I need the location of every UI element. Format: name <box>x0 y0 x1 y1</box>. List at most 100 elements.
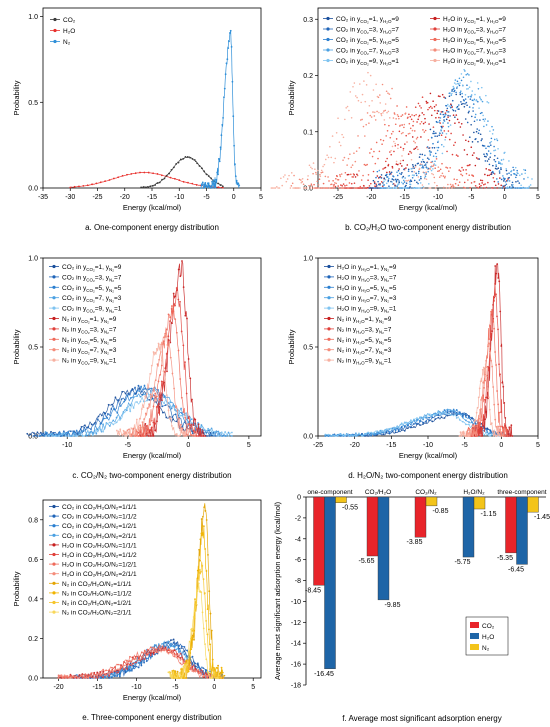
panel-f-bar-H₂O <box>377 496 390 601</box>
panel-a-n2-point <box>201 181 204 184</box>
panel-b-h2o-0-point <box>376 175 379 177</box>
panel-a-n2-point <box>230 45 233 48</box>
panel-b-h2o-1-point <box>357 187 360 189</box>
panel-d-n2-1-point <box>496 315 498 318</box>
panel-b-co2-4-point <box>523 168 525 171</box>
panel-b-h2o-0-point <box>391 165 394 168</box>
panel-e-n2-2-point <box>192 630 195 632</box>
panel-c-co2-4-point <box>78 433 81 436</box>
panel-b-h2o-3-point <box>406 141 408 143</box>
panel-e-n2-2-point <box>202 578 205 581</box>
panel-e-h2o-1-point <box>75 677 78 679</box>
panel-b-co2-1-point <box>388 185 390 187</box>
panel-a-n2-point <box>221 123 224 126</box>
panel-e-caption: e. Three-component energy distribution <box>82 713 222 722</box>
panel-b-h2o-1-point <box>375 183 378 186</box>
panel-b-co2-2-point <box>458 104 460 106</box>
panel-d-h2o-1-point <box>391 430 394 433</box>
panel-b-co2-4-point <box>479 97 482 100</box>
panel-c-co2-0-point <box>138 387 141 390</box>
panel-b-h2o-4-point <box>398 162 401 165</box>
panel-b-h2o-3-point <box>433 176 436 179</box>
panel-e-h2o-3-point <box>105 674 108 677</box>
panel-c-n2-4-point <box>172 427 175 429</box>
panel-b-caption: b. CO₂/H₂O two-component energy distribu… <box>345 223 511 232</box>
panel-b-co2-2-point <box>516 169 518 172</box>
panel-e-h2o-1-point <box>131 662 134 665</box>
panel-d-h2o-4-point <box>364 433 366 436</box>
panel-c-n2-4-point <box>167 409 170 412</box>
panel-d-h2o-4-point <box>382 430 385 433</box>
panel-c-xlabel: Energy (kcal/mol) <box>123 451 182 460</box>
panel-b-h2o-1-point <box>408 113 410 116</box>
panel-b-h2o-4-point <box>371 99 373 102</box>
panel-e-h2o-2-point <box>152 647 155 649</box>
panel-b-xtick-label: -25 <box>333 194 343 201</box>
panel-b-h2o-0-point <box>411 136 414 138</box>
panel-b-h2o-3-point <box>298 178 301 181</box>
panel-b-h2o-3-point <box>342 159 344 161</box>
panel-b-co2-3-point <box>488 145 491 148</box>
panel-b-co2-0-point <box>428 147 430 149</box>
panel-b-h2o-1-point <box>360 187 363 189</box>
panel-b-co2-2-point <box>459 91 461 94</box>
panel-c-n2-4-point <box>175 433 178 435</box>
panel-d-h2o-4-point <box>391 428 394 431</box>
panel-c-n2-1-point <box>159 398 161 401</box>
panel-b-co2-4-point <box>512 183 514 186</box>
panel-d-h2o-4-point <box>367 431 370 434</box>
panel-b-co2-2-point <box>506 180 509 182</box>
panel-c-n2-2-point <box>135 430 138 433</box>
panel-b-h2o-3-point <box>429 168 431 170</box>
panel-b-co2-0-point <box>426 157 429 159</box>
panel-b-co2-4-point <box>423 176 426 179</box>
panel-b-co2-1-point <box>457 108 459 110</box>
panel-b-h2o-2-point <box>422 129 424 131</box>
panel-d-n2-2-point <box>492 320 494 323</box>
panel-c-n2-2-point <box>147 432 150 434</box>
panel-b-co2-2-point <box>386 173 388 176</box>
panel-c-n2-3-point <box>146 407 149 410</box>
panel-d-h2o-3-point <box>449 409 452 412</box>
panel-c-co2-4-point <box>163 402 166 405</box>
panel-e-h2o-3-point <box>170 652 173 655</box>
panel-d-h2o-3-point <box>358 433 360 436</box>
panel-c-n2-3-point <box>169 356 172 359</box>
panel-b-co2-0-point <box>500 168 502 171</box>
panel-b-h2o-0-point <box>417 118 419 121</box>
panel-d-n2-2-point <box>488 338 490 341</box>
panel-c-n2-4-point <box>129 434 132 436</box>
panel-e-legend-1-label: CO₂ in CO₂/H₂O/N₂=1/1/2 <box>62 514 137 521</box>
panel-c-caption: c. CO₂/N₂ two-component energy distribut… <box>72 471 231 480</box>
panel-b-h2o-4-point <box>308 164 311 167</box>
panel-b-co2-2-point <box>449 106 452 109</box>
panel-b-co2-4-point <box>457 83 460 85</box>
panel-b-h2o-2-point <box>348 182 351 184</box>
panel-b-co2-4-point <box>426 167 429 170</box>
panel-a-h2o-point <box>104 180 107 183</box>
panel-d-n2-2-point <box>479 421 481 424</box>
panel-b-co2-3-point <box>446 110 449 113</box>
panel-b-co2-4-point <box>451 92 453 95</box>
panel-c-n2-3-point <box>136 435 139 437</box>
panel-b-co2-1-point <box>404 185 407 188</box>
panel-b-h2o-1-point <box>390 153 393 156</box>
panel-b-co2-4-point <box>489 130 491 132</box>
panel-d-n2-0-point <box>482 424 484 427</box>
panel-b-h2o-2-point <box>467 179 469 181</box>
panel-e-co2-0-point <box>110 676 113 679</box>
panel-d-h2o-0-point <box>382 433 385 436</box>
panel-b-co2-4-point <box>438 131 441 134</box>
panel-b-h2o-3-point <box>376 110 378 113</box>
panel-b-co2-4-point <box>406 187 408 189</box>
panel-c-co2-4-point <box>108 421 111 424</box>
panel-b-co2-4-point <box>486 101 489 103</box>
panel-e-h2o-2-point <box>197 672 200 674</box>
panel-e-h2o-3-point <box>84 677 87 679</box>
panel-b-co2-2-point <box>392 175 395 178</box>
panel-b-h2o-3-point <box>444 175 446 178</box>
panel-b-h2o-4-point <box>310 166 312 169</box>
panel-b-h2o-3-point <box>330 183 332 186</box>
panel-d-n2-4-point <box>464 435 467 437</box>
panel-c-co2-2-point <box>140 385 143 388</box>
